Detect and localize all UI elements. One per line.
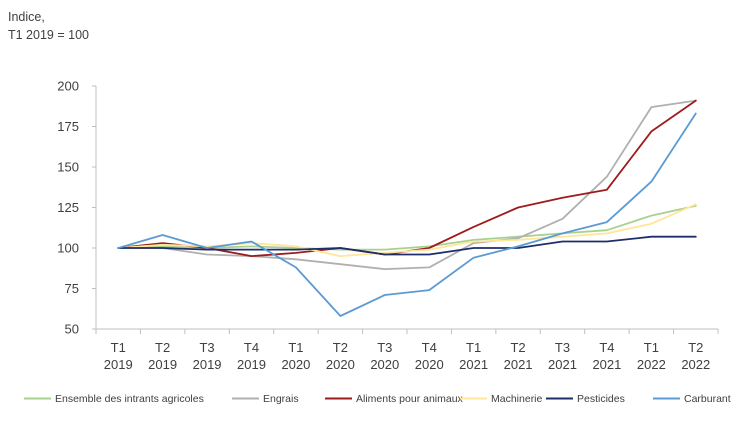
x-tick-label: T3 2020 bbox=[370, 340, 399, 372]
y-tick-label: 175 bbox=[57, 119, 79, 134]
legend-item-1: Ensemble des intrants agricoles bbox=[24, 393, 204, 405]
series-lines bbox=[117, 99, 697, 317]
y-tick-label: 150 bbox=[57, 160, 79, 175]
y-axis-unit-line-1: Indice, bbox=[8, 10, 45, 24]
legend-label: Aliments pour animaux bbox=[356, 393, 464, 405]
y-tick-label: 100 bbox=[57, 241, 79, 256]
series-line-4 bbox=[117, 203, 697, 258]
x-tick-label: T4 2019 bbox=[237, 340, 266, 372]
y-axis-ticks: 50 75 100 125 150 175 200 bbox=[57, 79, 96, 337]
y-tick-label: 75 bbox=[65, 281, 79, 296]
x-tick-label: T4 2020 bbox=[415, 340, 444, 372]
x-tick-label: T3 2019 bbox=[193, 340, 222, 372]
y-tick-label: 200 bbox=[57, 79, 79, 94]
series-line-2 bbox=[117, 99, 697, 271]
series-line-1 bbox=[117, 204, 697, 251]
legend-label: Pesticides bbox=[577, 393, 625, 405]
legend-item-5: Pesticides bbox=[546, 393, 625, 405]
legend-label: Ensemble des intrants agricoles bbox=[55, 393, 204, 405]
x-tick-label: T2 2021 bbox=[504, 340, 533, 372]
legend-item-2: Engrais bbox=[232, 393, 299, 405]
legend: Ensemble des intrants agricoles Engrais Al… bbox=[24, 393, 731, 405]
legend-item-4: Machinerie bbox=[460, 393, 543, 405]
y-tick-label: 125 bbox=[57, 200, 79, 215]
x-tick-label: T1 2019 bbox=[104, 340, 133, 372]
x-tick-label: T1 2020 bbox=[281, 340, 310, 372]
x-tick-label: T3 2021 bbox=[548, 340, 577, 372]
x-axis-ticks: T1 2019 T2 2019 T3 2019 T4 2019 T1 2020 T2 2020 T3 20… bbox=[95, 329, 719, 372]
y-tick-label: 50 bbox=[65, 322, 79, 337]
y-axis-unit-line-2: T1 2019 = 100 bbox=[8, 28, 89, 42]
legend-label: Engrais bbox=[263, 393, 299, 405]
legend-label: Machinerie bbox=[491, 393, 543, 405]
y-axis-unit-label: Indice, T1 2019 = 100 bbox=[8, 8, 89, 44]
x-tick-label: T2 2020 bbox=[326, 340, 355, 372]
x-tick-label: T2 2022 bbox=[681, 340, 710, 372]
x-tick-label: T4 2021 bbox=[592, 340, 621, 372]
series-line-5 bbox=[117, 235, 697, 256]
x-tick-label: T1 2022 bbox=[637, 340, 666, 372]
legend-item-3: Aliments pour animaux bbox=[325, 393, 464, 405]
x-tick-label: T2 2019 bbox=[148, 340, 177, 372]
x-tick-label: T1 2021 bbox=[459, 340, 488, 372]
series-line-6 bbox=[117, 112, 697, 317]
legend-label: Carburant bbox=[684, 393, 731, 405]
legend-item-6: Carburant bbox=[653, 393, 731, 405]
